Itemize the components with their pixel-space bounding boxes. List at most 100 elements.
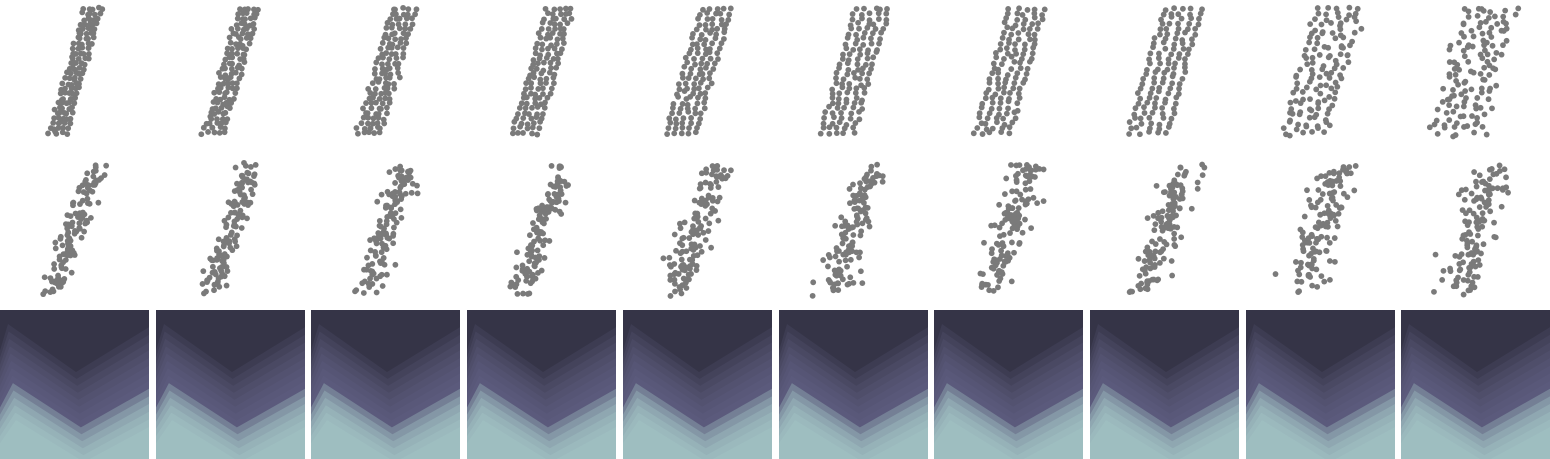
data-point xyxy=(1168,13,1175,20)
data-point xyxy=(1189,36,1195,43)
data-point xyxy=(844,60,851,67)
data-point xyxy=(876,40,882,47)
data-point xyxy=(706,220,713,227)
data-point xyxy=(1336,170,1343,177)
data-point xyxy=(1167,85,1174,92)
data-point xyxy=(875,10,882,17)
data-point xyxy=(85,182,92,189)
grid-point-panel xyxy=(623,0,773,140)
data-point xyxy=(214,278,221,285)
wave-layer xyxy=(779,383,928,459)
data-point xyxy=(548,65,554,71)
data-point xyxy=(246,40,253,47)
data-point xyxy=(375,114,382,121)
data-point xyxy=(1446,59,1453,65)
data-point xyxy=(529,104,535,111)
data-point xyxy=(989,246,995,252)
data-point xyxy=(1025,31,1032,38)
data-point xyxy=(667,277,674,283)
data-point xyxy=(1309,59,1316,66)
data-point xyxy=(1331,65,1338,72)
data-point xyxy=(383,25,390,31)
data-point xyxy=(1488,185,1494,192)
data-point xyxy=(712,35,719,42)
data-point xyxy=(1007,230,1013,236)
data-point xyxy=(228,26,235,32)
data-point xyxy=(1196,15,1202,22)
data-point xyxy=(715,56,721,62)
data-point xyxy=(528,65,535,72)
data-point xyxy=(553,64,560,71)
data-point xyxy=(1026,178,1033,185)
data-point xyxy=(1471,129,1477,136)
data-point xyxy=(528,84,534,91)
noisy-point-panel xyxy=(311,153,461,303)
data-point xyxy=(1461,53,1468,60)
gradient-tile-image xyxy=(623,310,772,459)
data-point xyxy=(705,228,712,234)
data-point xyxy=(1314,34,1321,41)
wave-layer xyxy=(467,353,616,459)
data-point xyxy=(1139,266,1146,273)
data-point xyxy=(1164,220,1171,227)
data-point xyxy=(212,271,219,278)
data-point xyxy=(397,206,404,213)
data-point xyxy=(1035,20,1041,27)
data-point xyxy=(68,269,75,276)
data-point xyxy=(509,130,516,137)
data-point xyxy=(1328,69,1335,76)
data-point xyxy=(363,100,369,106)
data-point xyxy=(1138,120,1145,127)
wave-layer xyxy=(779,412,928,459)
data-point xyxy=(64,131,71,138)
data-point xyxy=(1289,110,1296,117)
data-point xyxy=(1013,172,1019,179)
data-point xyxy=(557,50,564,57)
data-point xyxy=(209,124,216,131)
data-point xyxy=(1011,109,1018,116)
data-point xyxy=(978,104,985,111)
data-point xyxy=(76,64,83,71)
data-point xyxy=(1479,123,1486,130)
data-point xyxy=(375,55,382,61)
data-point xyxy=(1471,169,1478,175)
data-point xyxy=(682,54,689,61)
data-point xyxy=(1491,56,1498,63)
data-point xyxy=(869,61,875,68)
data-point xyxy=(567,5,574,12)
data-point xyxy=(879,173,886,180)
data-point xyxy=(377,45,384,52)
data-point xyxy=(986,79,993,86)
data-point xyxy=(1325,44,1332,51)
wave-layer xyxy=(467,390,616,459)
data-point xyxy=(677,225,684,232)
data-point xyxy=(1470,251,1477,258)
wave-layer xyxy=(623,375,772,459)
data-point xyxy=(1353,18,1360,25)
data-point xyxy=(874,161,881,168)
noisy-point-plot xyxy=(40,162,110,298)
data-point xyxy=(1185,46,1192,53)
wave-layer xyxy=(0,353,149,459)
data-point xyxy=(514,291,521,297)
grid-point-plot xyxy=(1426,5,1522,140)
data-point xyxy=(1470,33,1477,40)
data-point xyxy=(56,253,63,260)
wave-layer xyxy=(156,375,305,459)
data-point xyxy=(1463,210,1469,217)
wave-layer xyxy=(311,346,460,459)
data-point xyxy=(838,109,844,116)
data-point xyxy=(223,282,230,289)
data-point xyxy=(541,104,548,111)
data-point xyxy=(715,184,722,190)
data-point xyxy=(825,251,832,258)
data-point xyxy=(377,273,384,280)
wave-layer xyxy=(467,368,616,459)
data-point xyxy=(1015,36,1022,43)
data-point xyxy=(1141,110,1148,116)
data-point xyxy=(214,99,221,106)
data-point xyxy=(1457,266,1464,273)
data-point xyxy=(1182,29,1188,36)
wave-layer xyxy=(1401,346,1550,459)
data-point xyxy=(875,16,882,22)
